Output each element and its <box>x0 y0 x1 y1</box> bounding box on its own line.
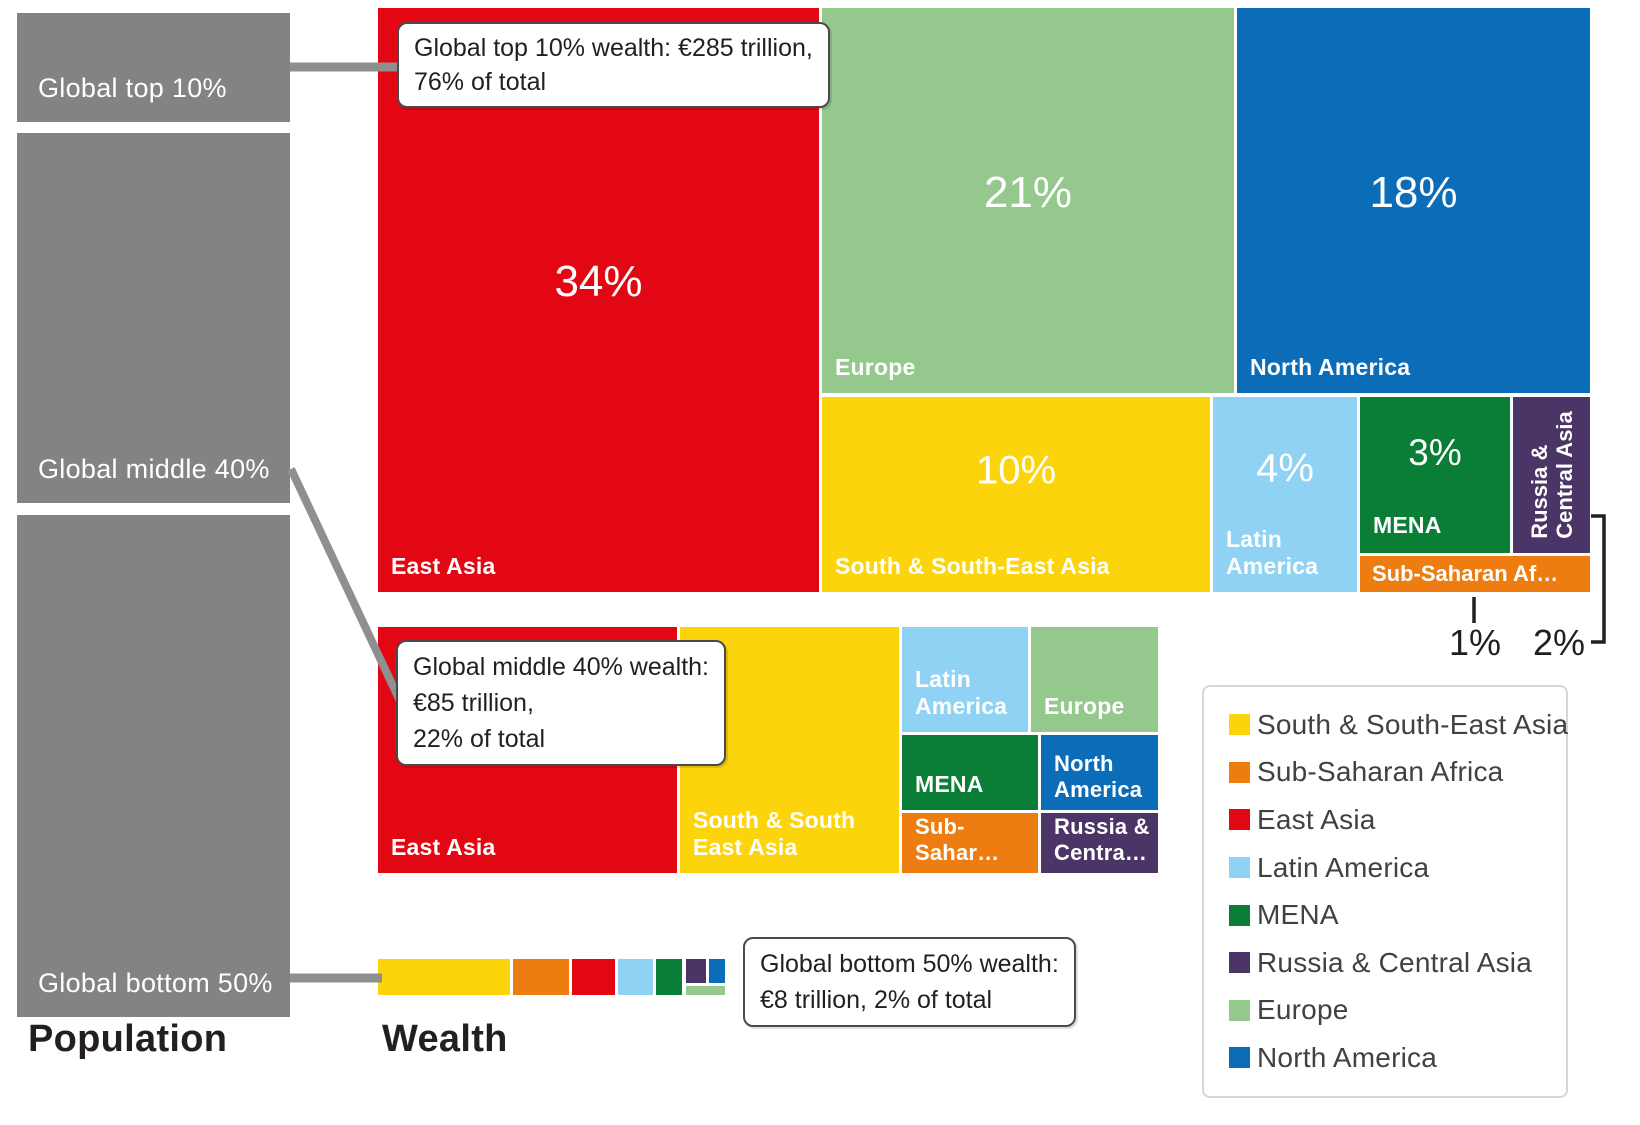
treemap-top-east-asia-label: East Asia <box>391 553 496 579</box>
population-bar-middle40-label: Global middle 40% <box>38 454 270 484</box>
legend-label: Sub-Saharan Africa <box>1257 756 1504 788</box>
legend-swatch-east-asia <box>1229 809 1250 831</box>
treemap-mid-mena-label: MENA <box>915 771 984 797</box>
legend-label: North America <box>1257 1041 1437 1073</box>
legend-item: Sub-Saharan Africa <box>1229 749 1566 797</box>
treemap-top-latin-america: 4% Latin America <box>1213 397 1357 592</box>
treemap-mid-mena: MENA <box>902 735 1038 810</box>
annotation-1pct: 1% <box>1449 622 1502 663</box>
population-bar-top10: Global top 10% <box>17 13 290 122</box>
treemap-mid-europe-label: Europe <box>1044 693 1125 719</box>
treemap-bottom-latin-america <box>618 959 653 995</box>
treemap-top-sub-saharan-label: Sub-Saharan Af… <box>1372 561 1559 586</box>
legend-swatch-sse-asia <box>1229 714 1250 736</box>
treemap-top-europe-pct: 21% <box>983 167 1073 217</box>
legend-swatch-mena <box>1229 904 1250 926</box>
treemap-top-sse-asia-label: South & South-East Asia <box>835 553 1110 579</box>
wealth-axis-label: Wealth <box>382 1018 508 1060</box>
treemap-mid-sub-saharan-label: Sub- Sahar… <box>915 814 1000 865</box>
legend-item: East Asia <box>1229 796 1566 844</box>
treemap-top-mena: 3% MENA <box>1360 397 1510 553</box>
treemap-top-sse-asia-pct: 10% <box>975 448 1057 493</box>
legend: South & South-East Asia Sub-Saharan Afri… <box>1202 685 1568 1098</box>
connector-middle40 <box>287 467 404 703</box>
treemap-top-east-asia-pct: 34% <box>554 257 643 307</box>
treemap-bottom-east-asia <box>572 959 615 995</box>
treemap-top-mena-label: MENA <box>1373 512 1442 538</box>
legend-item: Europe <box>1229 987 1566 1035</box>
legend-label: Europe <box>1257 994 1349 1026</box>
population-bar-middle40: Global middle 40% <box>17 133 290 503</box>
callout-bottom50: Global bottom 50% wealth: €8 trillion, 2… <box>743 937 1076 1027</box>
population-axis-label: Population <box>28 1018 228 1060</box>
legend-item: South & South-East Asia <box>1229 701 1569 749</box>
legend-label: Russia & Central Asia <box>1257 946 1532 978</box>
legend-label: East Asia <box>1257 803 1376 835</box>
legend-swatch-north-america <box>1229 1047 1250 1069</box>
treemap-bottom-russia-central-asia <box>686 959 706 983</box>
legend-swatch-russia <box>1229 952 1250 974</box>
treemap-top-europe-label: Europe <box>835 354 916 380</box>
treemap-mid-sse-asia-label: South & South East Asia <box>693 807 856 860</box>
treemap-bottom-sse-asia <box>378 959 510 995</box>
treemap-bottom-sub-saharan <box>513 959 569 995</box>
treemap-mid-sub-saharan: Sub- Sahar… <box>902 813 1038 873</box>
legend-label: Latin America <box>1257 851 1430 883</box>
legend-label: MENA <box>1257 899 1339 931</box>
treemap-top-north-america: 18% North America <box>1237 8 1590 393</box>
population-bar-bottom50: Global bottom 50% <box>17 515 290 1017</box>
legend-item: MENA <box>1229 891 1566 939</box>
legend-item: Latin America <box>1229 844 1566 892</box>
treemap-top-sse-asia: 10% South & South-East Asia <box>822 397 1210 592</box>
treemap-mid-north-america: North America <box>1041 735 1158 810</box>
annotation-2pct: 2% <box>1533 622 1586 663</box>
treemap-mid-east-asia-label: East Asia <box>391 834 496 860</box>
treemap-mid-latin-america-label: Latin America <box>915 666 1008 719</box>
legend-item: North America <box>1229 1034 1566 1082</box>
treemap-top-latin-america-label: Latin America <box>1226 526 1319 579</box>
treemap-mid-north-america-label: North America <box>1054 751 1143 802</box>
population-bar-bottom50-label: Global bottom 50% <box>38 968 273 998</box>
treemap-mid-latin-america: Latin America <box>902 627 1028 732</box>
callout-top10: Global top 10% wealth: €285 trillion, 76… <box>397 22 830 108</box>
bracket-2pct <box>1591 514 1606 644</box>
legend-swatch-latin-america <box>1229 857 1250 879</box>
treemap-top-europe: 21% Europe <box>822 8 1234 393</box>
treemap-top-russia-central-asia: Russia & Central Asia <box>1513 397 1590 553</box>
legend-item: Russia & Central Asia <box>1229 939 1566 987</box>
treemap-top-sub-saharan: Sub-Saharan Af… <box>1360 556 1590 592</box>
treemap-top-mena-pct: 3% <box>1408 432 1462 474</box>
legend-swatch-sub-saharan <box>1229 761 1250 783</box>
legend-label: South & South-East Asia <box>1257 708 1569 740</box>
population-bar-top10-label: Global top 10% <box>38 73 227 103</box>
treemap-top-north-america-label: North America <box>1250 354 1411 380</box>
callout-middle40: Global middle 40% wealth: €85 trillion, … <box>396 640 726 766</box>
treemap-mid-russia-central-asia-label: Russia & Centra… <box>1054 814 1150 865</box>
treemap-mid-russia-central-asia: Russia & Centra… <box>1041 813 1158 873</box>
treemap-bottom-north-america <box>709 959 725 983</box>
treemap-bottom-mena <box>656 959 682 995</box>
legend-swatch-europe <box>1229 999 1250 1021</box>
treemap-mid-europe: Europe <box>1031 627 1158 732</box>
treemap-bottom-europe <box>686 986 725 995</box>
treemap-top-latin-america-pct: 4% <box>1256 446 1314 491</box>
treemap-top-north-america-pct: 18% <box>1369 167 1458 217</box>
